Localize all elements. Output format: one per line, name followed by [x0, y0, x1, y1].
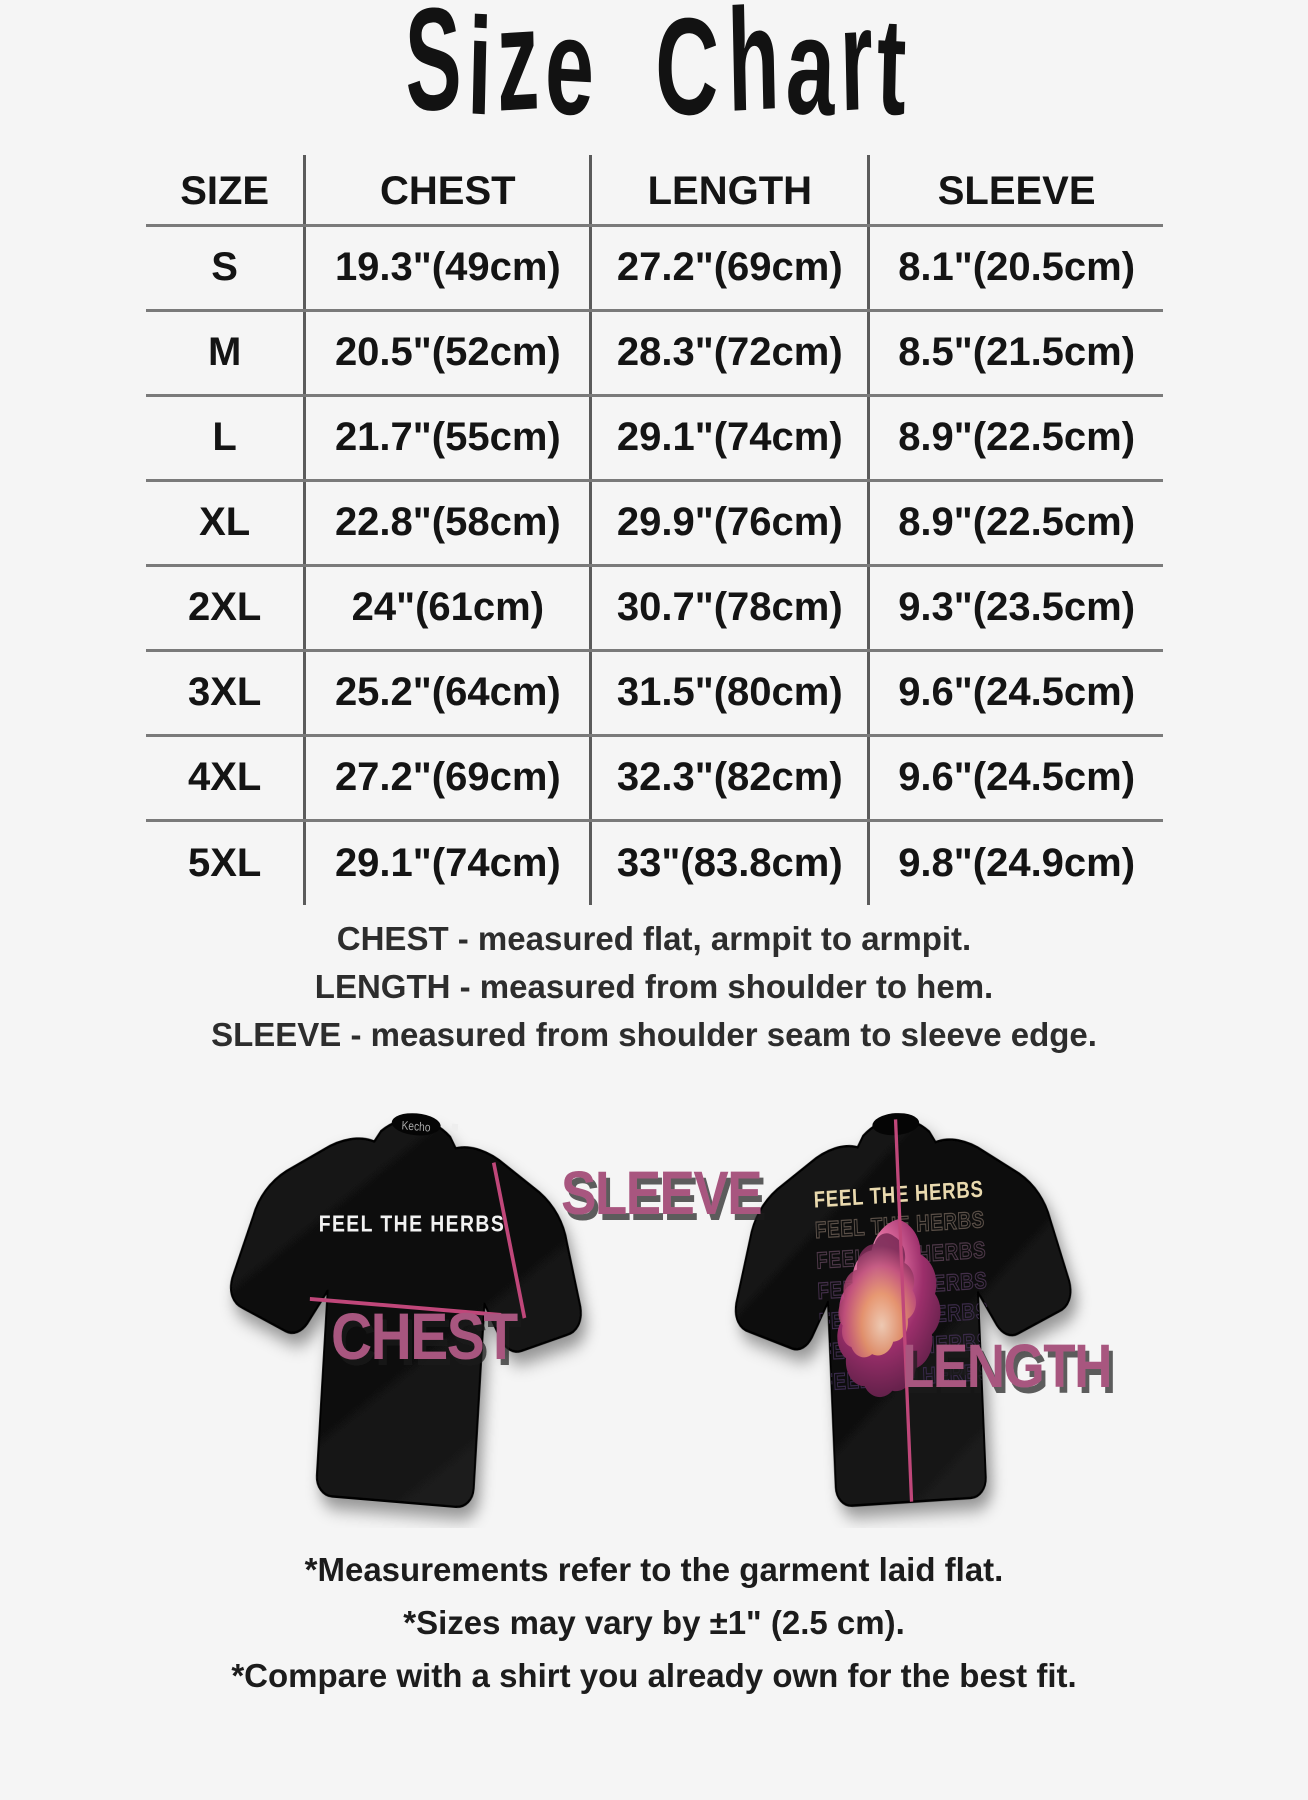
- svg-text:FEEL THE HERBS: FEEL THE HERBS: [319, 1211, 506, 1237]
- svg-text:Kecho: Kecho: [401, 1119, 431, 1134]
- svg-text:CHEST: CHEST: [331, 1300, 518, 1374]
- svg-text:LENGTH: LENGTH: [902, 1333, 1111, 1401]
- svg-text:SLEEVE: SLEEVE: [561, 1160, 761, 1228]
